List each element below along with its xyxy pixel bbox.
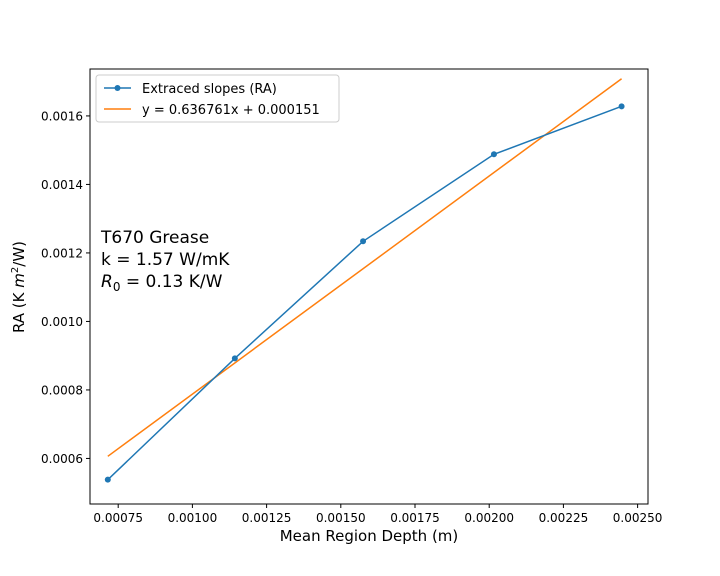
y-axis-ticks: 0.0006 0.0008 0.0010 0.0012 0.0014 0.0016 bbox=[41, 109, 90, 466]
extracted-slopes-point bbox=[231, 355, 238, 362]
x-tick-label: 0.00175 bbox=[390, 511, 440, 525]
annotation-line-1: T670 Grease bbox=[100, 228, 209, 248]
axes-frame bbox=[89, 68, 649, 505]
annotation: T670 Grease k = 1.57 W/mK R0 = 0.13 K/W bbox=[100, 228, 230, 294]
legend: Extraced slopes (RA) y = 0.636761x + 0.0… bbox=[95, 74, 340, 123]
x-tick-label: 0.00125 bbox=[242, 511, 292, 525]
y-tick-label: 0.0006 bbox=[41, 452, 83, 466]
extracted-slopes-point bbox=[104, 476, 111, 483]
legend-marker-extracted-slopes bbox=[114, 85, 121, 91]
x-axis-ticks: 0.00075 0.00100 0.00125 0.00150 0.00175 0.002… bbox=[93, 504, 662, 525]
y-tick-label: 0.0008 bbox=[41, 383, 83, 397]
x-tick-label: 0.00250 bbox=[613, 511, 663, 525]
y-tick-label: 0.0014 bbox=[41, 178, 83, 192]
series-layer bbox=[104, 78, 625, 483]
legend-label-extracted-slopes: Extraced slopes (RA) bbox=[142, 82, 277, 97]
x-tick-label: 0.00150 bbox=[316, 511, 366, 525]
extracted-slopes-point bbox=[618, 103, 625, 110]
x-tick-label: 0.00225 bbox=[539, 511, 589, 525]
y-axis-label: RA (K m2/W) bbox=[10, 241, 28, 333]
y-tick-label: 0.0012 bbox=[41, 246, 83, 260]
plot-area bbox=[89, 68, 649, 505]
y-tick-label: 0.0010 bbox=[41, 315, 83, 329]
extracted-slopes-line bbox=[107, 105, 622, 481]
x-axis-label: Mean Region Depth (m) bbox=[280, 527, 459, 545]
y-tick-label: 0.0016 bbox=[41, 109, 83, 123]
extracted-slopes-point bbox=[360, 238, 367, 245]
legend-label-fit-line: y = 0.636761x + 0.000151 bbox=[142, 103, 320, 118]
x-tick-label: 0.00100 bbox=[168, 511, 218, 525]
x-tick-label: 0.00200 bbox=[464, 511, 514, 525]
fit-line bbox=[107, 78, 623, 457]
annotation-line-3: R0 = 0.13 K/W bbox=[101, 272, 223, 294]
annotation-line-2: k = 1.57 W/mK bbox=[101, 250, 230, 270]
legend-frame bbox=[95, 74, 340, 123]
extracted-slopes-point bbox=[490, 151, 497, 158]
x-tick-label: 0.00075 bbox=[93, 511, 143, 525]
